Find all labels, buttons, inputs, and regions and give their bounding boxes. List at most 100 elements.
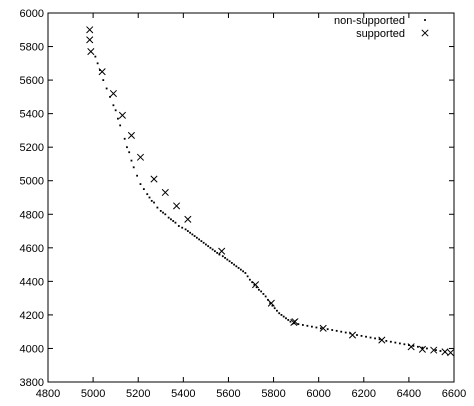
supported-point — [173, 202, 181, 210]
non-supported-point — [167, 216, 170, 219]
non-supported-point — [344, 331, 347, 334]
non-supported-point — [394, 341, 397, 344]
non-supported-point — [189, 231, 191, 234]
supported-point — [291, 318, 299, 326]
non-supported-point — [198, 238, 201, 241]
non-supported-point — [216, 251, 219, 254]
legend-marker-cross — [421, 29, 429, 37]
non-supported-point — [257, 288, 260, 291]
supported-point — [251, 281, 260, 289]
non-supported-point — [102, 79, 105, 81]
non-supported-point — [114, 109, 117, 112]
non-supported-point — [191, 233, 194, 236]
non-supported-point — [412, 345, 415, 347]
non-supported-point — [112, 104, 115, 107]
non-supported-point — [426, 347, 428, 350]
non-supported-point — [417, 345, 419, 348]
supported-point — [441, 348, 449, 356]
non-supported-point — [221, 255, 224, 258]
non-supported-point — [156, 206, 159, 209]
supported-point — [109, 89, 117, 98]
non-supported-point — [159, 210, 162, 212]
non-supported-point — [193, 235, 196, 237]
non-supported-point — [128, 151, 131, 154]
x-tick-label: 5200 — [126, 388, 150, 400]
non-supported-point — [235, 265, 238, 268]
non-supported-point — [326, 328, 329, 331]
non-supported-point — [435, 349, 437, 352]
non-supported-point — [170, 218, 172, 221]
non-supported-point — [148, 196, 151, 199]
y-tick-label: 6000 — [20, 8, 44, 20]
non-supported-point — [378, 338, 381, 341]
supported-point — [150, 175, 158, 183]
non-supported-point — [315, 326, 318, 329]
non-supported-point — [139, 183, 142, 185]
non-supported-point — [285, 317, 287, 320]
supported-point — [87, 48, 95, 56]
supported-point — [98, 68, 106, 76]
y-tick-label: 3800 — [20, 377, 44, 389]
non-supported-point — [276, 309, 278, 312]
non-supported-point — [403, 343, 406, 346]
non-supported-point — [356, 334, 358, 336]
non-supported-point — [385, 340, 388, 342]
supported-point — [407, 343, 415, 351]
non-supported-point — [123, 137, 126, 140]
non-supported-point — [340, 330, 343, 333]
non-supported-point — [306, 324, 309, 327]
y-tick-label: 4600 — [20, 243, 44, 255]
plot-frame — [47, 12, 455, 383]
non-supported-point — [267, 298, 269, 301]
supported-point — [267, 299, 275, 307]
x-tick-label: 6600 — [442, 388, 466, 400]
non-supported-point — [311, 325, 313, 328]
non-supported-point — [271, 304, 274, 307]
non-supported-point — [174, 221, 177, 224]
supported-point — [161, 188, 169, 197]
y-tick-label: 5600 — [20, 75, 44, 87]
non-supported-point — [398, 342, 401, 345]
non-supported-point — [181, 226, 184, 229]
non-supported-point — [273, 307, 276, 310]
supported-point — [378, 336, 386, 344]
supported-point — [218, 247, 226, 255]
data-series — [86, 26, 455, 357]
non-supported-point — [239, 268, 242, 271]
supported-point — [86, 36, 94, 44]
non-supported-point — [251, 281, 254, 284]
y-tick-label: 5800 — [20, 42, 44, 54]
non-supported-point — [301, 324, 304, 326]
supported-point — [348, 331, 357, 339]
non-supported-point — [195, 236, 198, 239]
non-supported-point — [242, 270, 245, 273]
non-supported-point — [96, 62, 99, 65]
non-supported-point — [255, 286, 258, 289]
non-supported-point — [117, 117, 119, 120]
non-supported-point — [246, 275, 249, 278]
non-supported-point — [153, 201, 155, 204]
non-supported-point — [126, 146, 128, 149]
non-supported-point — [331, 329, 334, 331]
non-supported-point — [130, 159, 133, 162]
supported-point — [447, 349, 455, 357]
non-supported-point — [278, 312, 281, 315]
non-supported-point — [184, 228, 187, 231]
non-supported-point — [369, 336, 372, 339]
x-tick-label: 6000 — [306, 388, 330, 400]
legend-markers — [421, 19, 429, 37]
x-axis-ticks: 4800 5000 5200 5400 5600 5800 6000 6200 6400 6600 — [36, 13, 466, 400]
non-supported-point — [262, 293, 265, 295]
non-supported-point — [142, 188, 145, 191]
non-supported-point — [136, 174, 138, 177]
supported-point — [136, 153, 145, 161]
non-supported-point — [202, 241, 205, 244]
x-tick-label: 6200 — [352, 388, 376, 400]
non-supported-point — [287, 319, 290, 321]
non-supported-point — [264, 295, 267, 298]
non-supported-point — [177, 225, 180, 227]
non-supported-point — [94, 55, 97, 58]
x-tick-label: 5800 — [261, 388, 285, 400]
non-supported-point — [186, 230, 189, 232]
non-supported-point — [335, 329, 338, 332]
